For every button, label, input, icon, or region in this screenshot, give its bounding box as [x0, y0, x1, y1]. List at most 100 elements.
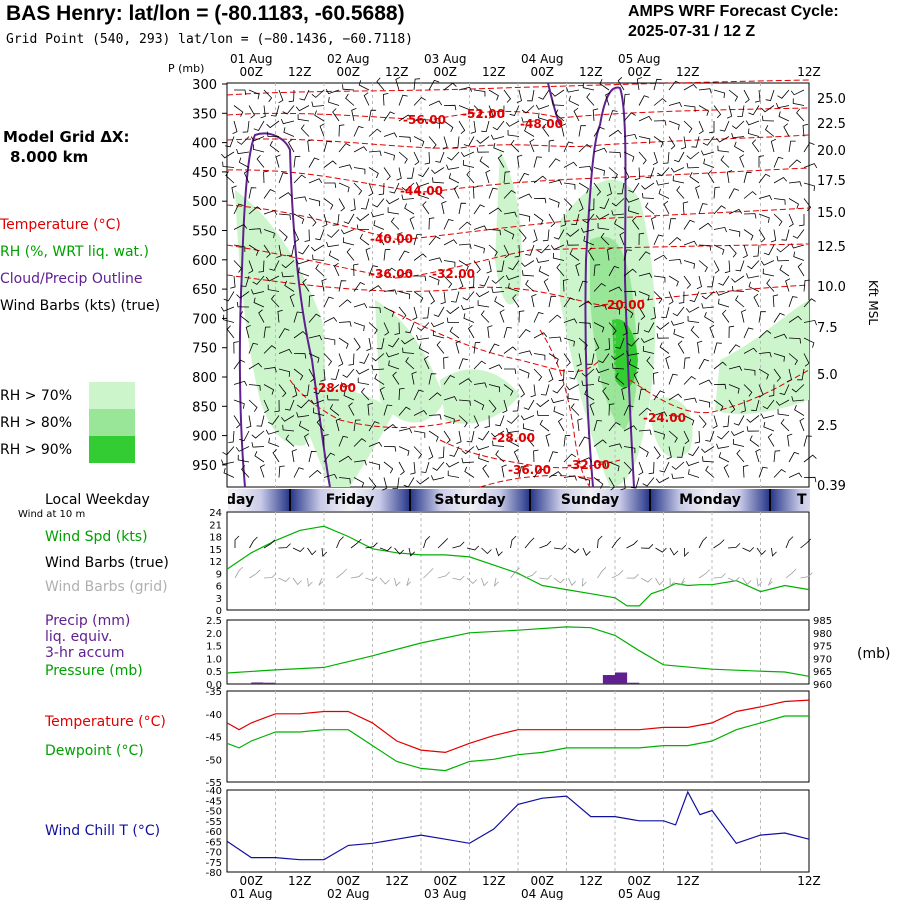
wind-barb-963: [623, 461, 633, 475]
wind-barb-947: [383, 461, 394, 474]
wind-barb-71: [698, 105, 709, 116]
top-time-tick-1: 00Z: [240, 65, 264, 79]
wind-barb-114: [745, 120, 760, 126]
wind-barb-396: [298, 244, 310, 255]
wind-barb-155: [783, 123, 790, 137]
wind-barb-575: [650, 306, 656, 320]
wind-barb-366: [443, 219, 454, 230]
wind-speed-tick-18: 18: [209, 533, 222, 544]
wind-barb-610: [593, 322, 605, 333]
grid-barb-26: [597, 567, 607, 579]
wind-barb-598: [405, 322, 415, 334]
wind-barb-43: [270, 105, 280, 117]
wind-barb-59: [509, 105, 520, 116]
wind-barb-383: [698, 222, 712, 230]
wind-barb-923: [608, 443, 623, 449]
wind-barb-711: [342, 368, 355, 378]
wind-barb-890: [694, 430, 701, 444]
wind-barb-354: [263, 229, 275, 239]
contour-label-10: -24.00: [643, 411, 686, 425]
wind-barb-913: [449, 446, 460, 457]
top-time-tick-6: 12Z: [482, 65, 506, 79]
wind-barb-759: [488, 384, 501, 393]
wind-barb-921: [578, 436, 590, 447]
wind-barb-588: [258, 309, 265, 323]
wind-barb-804: [567, 393, 580, 401]
wind-barb-596: [383, 322, 390, 336]
wind-barb-194: [788, 140, 796, 153]
wind-barb-35: [743, 89, 750, 104]
wind-barb-385: [728, 229, 741, 237]
wind-barb-15: [443, 82, 457, 91]
wind-barb-286: [401, 194, 415, 200]
wind-barb-718: [458, 358, 468, 370]
temperature-contour-13: [479, 475, 601, 488]
wind-barb-964: [638, 461, 644, 476]
wind-barb-365: [428, 217, 435, 230]
wind-barb-304: [676, 186, 685, 199]
wind-barb-743: [248, 384, 261, 391]
precip-tick-2.5: 2.5: [206, 616, 222, 627]
wind-barb-590: [293, 311, 303, 323]
wind-barb-861: [251, 430, 265, 439]
wind-barb-91: [413, 118, 427, 124]
wind-barb-712: [355, 368, 370, 375]
wind-barb-172: [447, 151, 460, 161]
wind-barb-569: [563, 297, 575, 308]
contour-label-5: -40.00: [370, 232, 413, 246]
wind-barb-361: [356, 224, 369, 230]
wind-barb-573: [623, 306, 634, 319]
wind-barb-663: [803, 337, 815, 348]
wind-barb-754: [411, 371, 417, 385]
wind-barb-193: [770, 138, 777, 153]
wind-barb-927: [666, 446, 672, 460]
wind-barb-252: [485, 169, 491, 184]
wind-barb-701: [788, 353, 798, 366]
wind-barb-420: [668, 236, 682, 246]
wind-barb-186: [663, 151, 670, 164]
wind-barb-918: [526, 433, 535, 447]
wind-barb-572: [608, 306, 621, 315]
wind-barb-278: [293, 196, 307, 202]
wind-barb-453: [569, 249, 580, 261]
wind-barb-1000: [593, 477, 604, 489]
wind-barb-903: [303, 433, 310, 447]
wind-barb-72: [713, 105, 722, 119]
wind-barb-49: [363, 92, 370, 106]
wind-barb-970: [718, 452, 730, 463]
legend-rh70-swatch: [89, 382, 135, 409]
wind-barb-535: [638, 291, 650, 301]
wind-barb-342: [663, 200, 670, 215]
wind-barb-274: [231, 185, 237, 199]
wind-barb-937: [221, 459, 235, 465]
wind-barb-997: [548, 471, 562, 478]
wind-barb-792: [398, 388, 405, 401]
wind-barb-827: [329, 404, 340, 416]
wind-barb-371: [518, 229, 527, 242]
wind-barb-400: [359, 233, 370, 246]
wind-barb-471: [252, 275, 265, 285]
wind-barb-303: [658, 188, 670, 199]
legend-wind-barbs-grid: Wind Barbs (grid): [45, 579, 168, 595]
wind-barb-370: [503, 229, 515, 240]
wind-barb-822: [256, 415, 265, 427]
wind-barb-736: [728, 365, 743, 371]
wind-barb-123: [300, 124, 310, 137]
wind-barb-657: [709, 324, 715, 339]
height-tick-6: 10.0: [817, 280, 846, 295]
wind-barb-679: [455, 340, 461, 354]
wind-barb-858: [794, 405, 805, 416]
grid-barb-5: [292, 577, 302, 586]
wind-barb-642: [487, 325, 493, 339]
wind-barb-721: [504, 368, 517, 374]
wind-barb-255: [533, 175, 547, 184]
rh-region-1: [235, 190, 325, 446]
wind-barb-240: [308, 178, 323, 184]
wind-barb-73: [726, 105, 733, 119]
wind-barb-60: [521, 105, 535, 114]
wind-barb-311: [788, 198, 799, 209]
wind-barb-393: [263, 244, 271, 258]
bottom-date-1: 01 Aug: [230, 887, 273, 900]
